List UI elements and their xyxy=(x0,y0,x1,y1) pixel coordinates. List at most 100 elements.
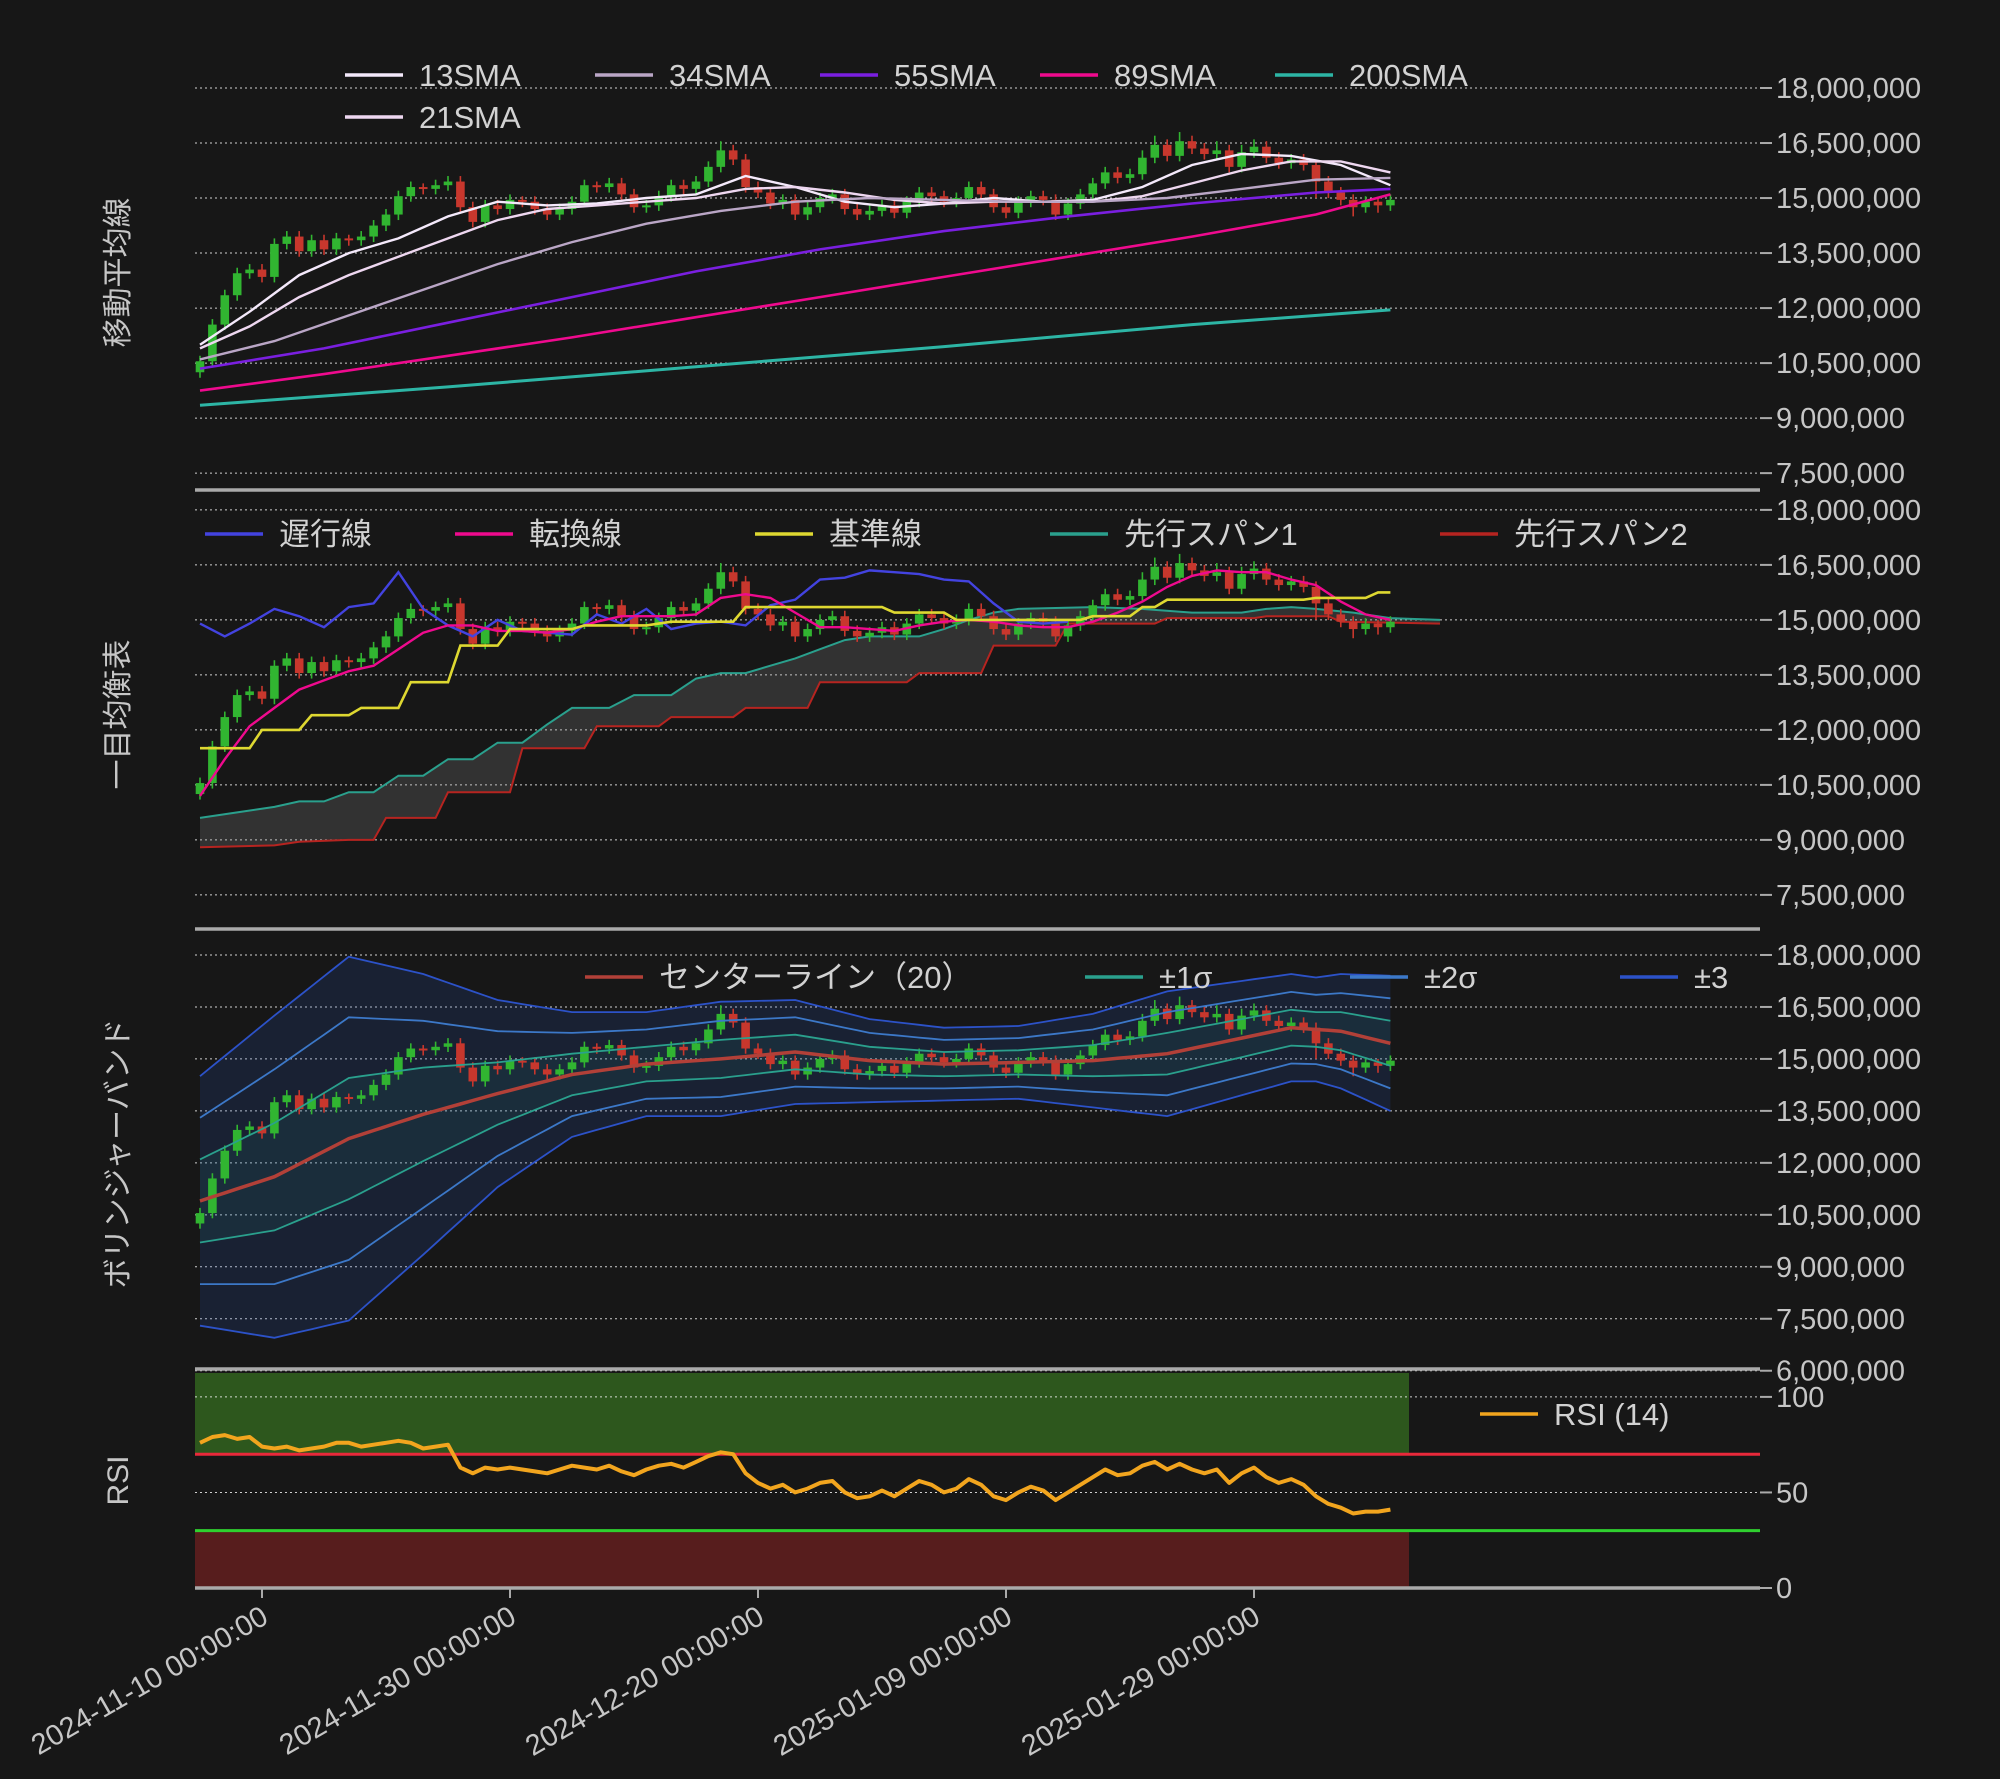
line-senkou-span2 xyxy=(199,615,1441,849)
candle-body xyxy=(580,185,589,202)
candle-body xyxy=(456,1043,465,1068)
candle-body xyxy=(580,1046,589,1063)
ytick-label: 16,500,000 xyxy=(1776,992,1921,1024)
candle-body xyxy=(394,1057,403,1075)
candle-body xyxy=(381,214,391,226)
candle-body xyxy=(1200,1012,1209,1018)
candle-body xyxy=(1125,174,1135,178)
legend-item: 13SMA xyxy=(345,58,521,93)
candle-body xyxy=(1386,621,1395,628)
candle-body xyxy=(1187,141,1197,149)
candle-body xyxy=(344,1097,354,1100)
legend-item: ±3 xyxy=(1620,960,1728,995)
candle-body xyxy=(1348,1060,1358,1068)
candle-body xyxy=(431,607,440,611)
candle-body xyxy=(1361,201,1370,208)
ichimoku-cloud xyxy=(200,607,1440,848)
candle-body xyxy=(381,636,391,648)
candle-body xyxy=(518,1060,527,1063)
candle-body xyxy=(1150,144,1160,158)
legend-label: ±3 xyxy=(1694,960,1728,995)
candle-body xyxy=(1088,1045,1098,1056)
candle-body xyxy=(208,746,217,784)
candle-body xyxy=(914,614,924,624)
candle-body xyxy=(257,269,267,277)
legend-item: ±1σ xyxy=(1085,960,1212,995)
candle-body xyxy=(480,1065,490,1082)
candle-body xyxy=(1348,621,1358,630)
ytick-label: 10,500,000 xyxy=(1776,770,1921,802)
candle-body xyxy=(1299,1022,1308,1028)
candle-body xyxy=(369,1084,378,1096)
candle-body xyxy=(418,1048,428,1051)
candle-body xyxy=(728,150,738,160)
candle-body xyxy=(1088,183,1098,195)
candle-body xyxy=(468,1067,478,1082)
candle-body xyxy=(1311,1027,1321,1044)
candle-body xyxy=(294,658,304,674)
candle-body xyxy=(332,238,341,250)
candle-body xyxy=(220,717,230,747)
candle-body xyxy=(728,1013,738,1023)
candle-body xyxy=(220,1150,230,1179)
candle-body xyxy=(1026,1057,1036,1063)
candle-body xyxy=(431,1046,440,1051)
candle-body xyxy=(976,608,986,617)
candle-body xyxy=(852,209,862,215)
candle-body xyxy=(766,192,775,204)
legend-item: 基準線 xyxy=(755,517,922,552)
candle-body xyxy=(679,1046,688,1051)
candle-body xyxy=(282,658,292,666)
candle-body xyxy=(1001,629,1011,635)
candle-body xyxy=(778,199,788,204)
candle-body xyxy=(431,185,440,189)
candle-body xyxy=(790,621,800,637)
candle-body xyxy=(629,1055,639,1068)
candle-body xyxy=(790,199,800,215)
candle-body xyxy=(592,607,602,610)
candle-body xyxy=(1373,201,1383,206)
candle-body xyxy=(828,616,837,620)
candle-body xyxy=(1175,563,1184,578)
candle-body xyxy=(1237,1015,1246,1030)
candle-body xyxy=(530,623,540,631)
legend-item: 先行スパン2 xyxy=(1440,517,1688,552)
candle-body xyxy=(666,1046,676,1058)
candle-body xyxy=(1162,566,1172,578)
ytick-label: 9,000,000 xyxy=(1776,825,1905,857)
zone-overbought xyxy=(195,1373,1409,1455)
candle-body xyxy=(1088,605,1098,617)
candle-body xyxy=(976,187,986,195)
candle-body xyxy=(642,1065,651,1068)
legend-label: 先行スパン2 xyxy=(1514,517,1688,552)
candle-body xyxy=(555,1069,564,1075)
line-転換線 xyxy=(199,569,1391,797)
ytick-label: 18,000,000 xyxy=(1776,73,1921,105)
ytick-label: 7,500,000 xyxy=(1776,1304,1905,1336)
candle-body xyxy=(629,194,639,208)
candle-body xyxy=(852,1069,862,1075)
candle-body xyxy=(666,607,676,619)
panel-bollinger: 18,000,000 16,500,000 15,000,000 13,500,000… xyxy=(102,940,1921,1388)
line-34SMA xyxy=(199,176,1391,361)
candle-body xyxy=(815,198,825,208)
candle-body xyxy=(356,658,366,663)
candle-body xyxy=(443,181,453,186)
ytick-label: 9,000,000 xyxy=(1776,403,1905,435)
candle-body xyxy=(1311,165,1321,182)
candle-body xyxy=(505,199,515,210)
candle-body xyxy=(406,187,416,197)
candle-body xyxy=(1224,572,1234,589)
legend-item: 55SMA xyxy=(820,58,996,93)
candle-body xyxy=(728,572,738,582)
candle-body xyxy=(456,603,465,630)
candle-body xyxy=(356,236,366,241)
candle-body xyxy=(704,588,713,604)
line-21SMA xyxy=(199,160,1391,350)
candle-body xyxy=(1249,146,1259,153)
ytick-label: 7,500,000 xyxy=(1776,880,1905,912)
candle-body xyxy=(803,207,812,215)
candle-body xyxy=(716,572,726,589)
candle-body xyxy=(270,243,279,277)
candle-body xyxy=(332,660,341,672)
